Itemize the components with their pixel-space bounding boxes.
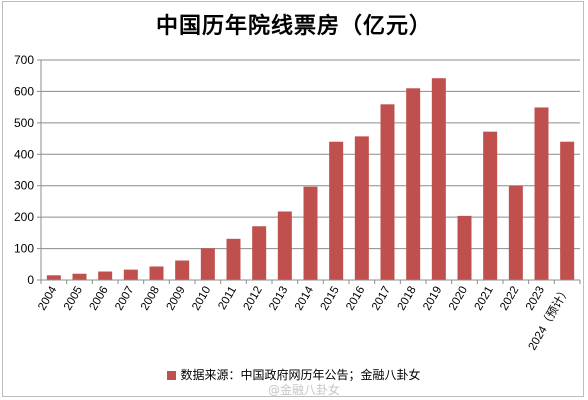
bar-2024（预计）: [560, 141, 575, 280]
y-tick-label: 600: [14, 84, 34, 98]
legend-label: 数据来源：中国政府网历年公告；金融八卦女: [180, 368, 421, 382]
x-tick-label: 2012: [242, 285, 265, 313]
y-tick-label: 700: [14, 53, 34, 67]
bar-2022: [508, 185, 523, 280]
x-tick-label: 2023: [524, 285, 547, 313]
x-tick-label: 2019: [421, 285, 444, 313]
x-tick-label: 2018: [396, 285, 419, 313]
x-tick-label: 2009: [165, 285, 188, 313]
x-tick-label: 2005: [62, 285, 85, 313]
bars: [46, 78, 575, 281]
bar-2023: [534, 107, 549, 280]
x-tick-label: 2014: [293, 284, 316, 313]
bar-2010: [200, 248, 215, 280]
legend-swatch: [167, 371, 177, 380]
y-tick-label: 500: [14, 116, 34, 130]
x-tick-label: 2016: [344, 285, 367, 313]
y-tick-label: 300: [14, 179, 34, 193]
y-tick-label: 400: [14, 147, 34, 161]
legend: 数据来源：中国政府网历年公告；金融八卦女: [0, 366, 588, 383]
y-tick-label: 100: [14, 242, 34, 256]
bar-2018: [406, 88, 421, 281]
x-tick-label: 2011: [216, 285, 239, 312]
bar-2012: [252, 226, 267, 280]
x-tick-label: 2006: [88, 285, 111, 313]
x-tick-label: 2007: [113, 285, 136, 313]
bar-2015: [329, 141, 344, 280]
x-tick-label: 2004: [36, 284, 59, 313]
chart-title: 中国历年院线票房（亿元）: [155, 14, 432, 39]
x-tick-label: 2022: [498, 285, 521, 313]
bar-2009: [175, 260, 190, 280]
y-tick-label: 0: [27, 273, 34, 287]
x-tick-labels: 2004 2005 2006 2007 2008 2009 2010 2011 2012 2013…: [36, 284, 573, 353]
y-tick-label: 200: [14, 210, 34, 224]
x-tick-label: 2017: [370, 285, 393, 313]
bar-2006: [98, 271, 113, 280]
bar-2019: [431, 78, 446, 280]
y-tick-labels: 0 100 200 300 400 500 600 700: [14, 53, 34, 287]
x-tick-label: 2013: [267, 285, 290, 313]
bar-2011: [226, 238, 241, 280]
bar-2007: [123, 269, 138, 280]
watermark: @金融八卦女: [268, 383, 341, 397]
bar-2020: [457, 215, 472, 280]
x-tick-label: 2008: [139, 285, 162, 313]
bar-2008: [149, 266, 164, 280]
bar-2004: [46, 275, 61, 280]
x-tick-label: 2010: [190, 285, 213, 313]
bar-2013: [277, 211, 292, 280]
x-tick-label: 2015: [319, 285, 342, 313]
bar-2016: [354, 136, 369, 280]
bar-2021: [483, 131, 498, 280]
axes: [37, 59, 581, 284]
bar-2014: [303, 186, 318, 280]
bar-2017: [380, 104, 395, 280]
bar-2005: [72, 273, 87, 280]
x-tick-label: 2021: [473, 284, 496, 312]
x-tick-label: 2020: [447, 285, 470, 313]
